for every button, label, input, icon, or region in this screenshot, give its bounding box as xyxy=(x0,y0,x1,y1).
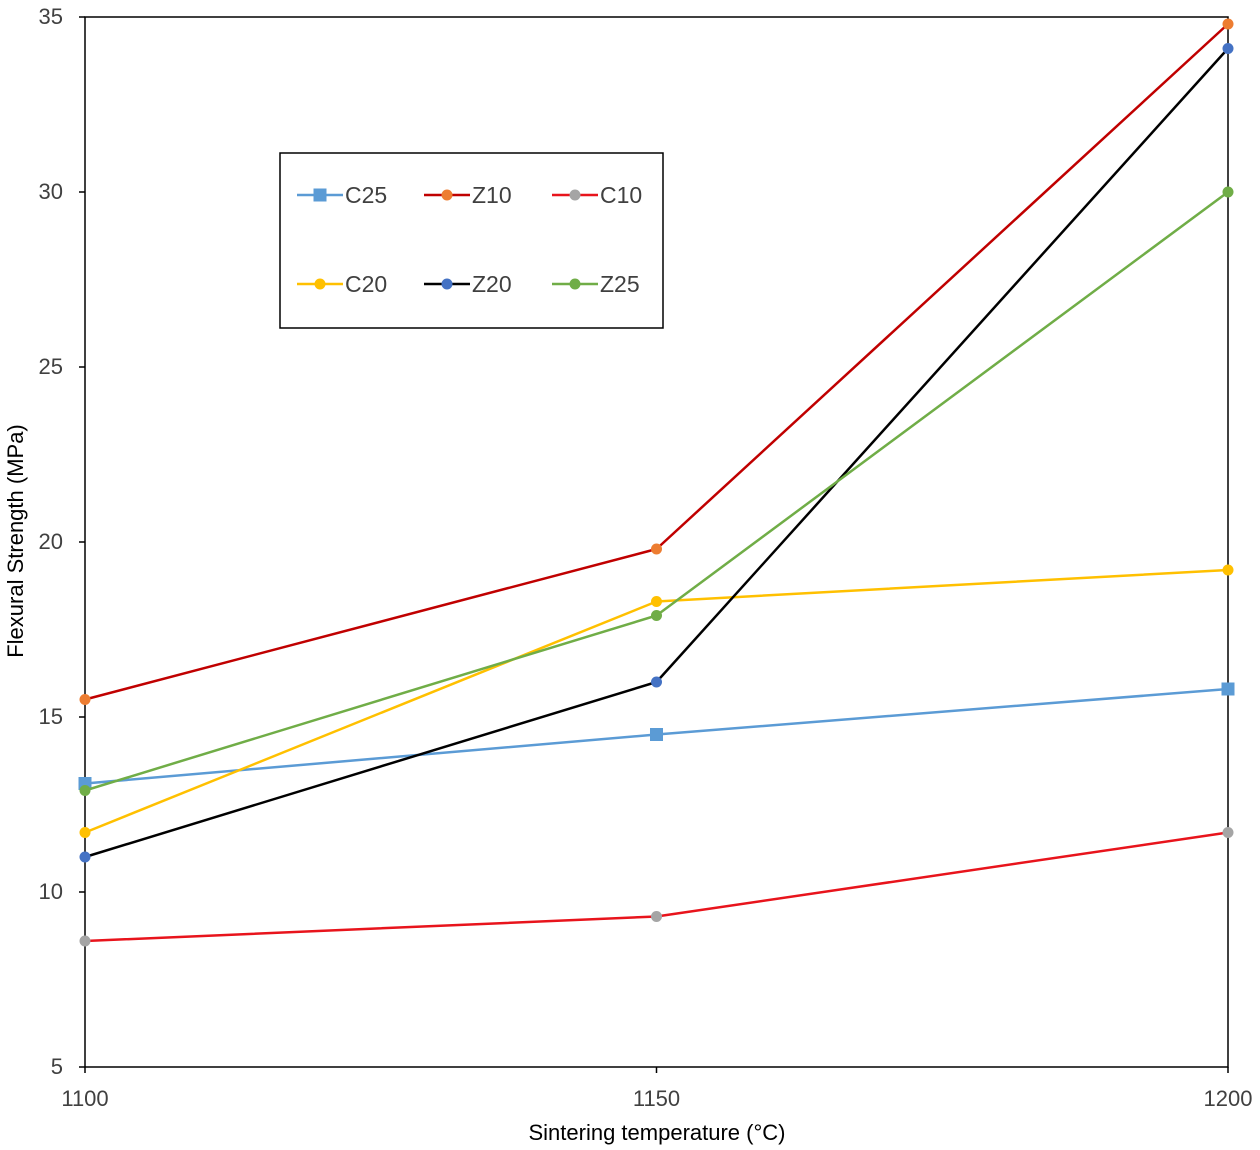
series-z10 xyxy=(79,18,1234,705)
data-point-z25 xyxy=(79,785,91,796)
series-c20 xyxy=(79,564,1234,838)
data-point-c10 xyxy=(1222,827,1234,838)
y-tick-label: 10 xyxy=(39,879,63,904)
data-point-z20 xyxy=(79,851,91,863)
data-point-z10 xyxy=(651,543,662,555)
legend-item-z20: Z20 xyxy=(424,271,512,297)
legend-item-z25: Z25 xyxy=(552,271,640,297)
y-tick-label: 30 xyxy=(39,179,63,204)
y-tick-label: 35 xyxy=(39,4,63,29)
series-z25 xyxy=(79,186,1234,796)
data-point-z10 xyxy=(1222,18,1234,30)
x-axis-title: Sintering temperature (°C) xyxy=(528,1120,785,1145)
legend-marker-c10 xyxy=(569,189,581,201)
data-point-z20 xyxy=(1222,43,1234,54)
y-tick-label: 5 xyxy=(51,1054,63,1079)
x-tick-label: 1150 xyxy=(633,1086,680,1111)
legend-marker-z10 xyxy=(441,189,453,201)
y-tick-label: 15 xyxy=(39,704,63,729)
series-c10 xyxy=(79,827,1234,947)
data-point-z10 xyxy=(79,694,91,705)
y-tick-label: 20 xyxy=(39,529,63,554)
x-tick-label: 1100 xyxy=(61,1086,108,1111)
legend-item-c25: C25 xyxy=(297,182,387,208)
legend-label-c20: C20 xyxy=(345,271,387,297)
legend-marker-c25 xyxy=(313,188,327,202)
series-layer xyxy=(78,18,1235,947)
legend-marker-c20 xyxy=(314,278,326,290)
legend-item-z10: Z10 xyxy=(424,182,512,208)
data-point-c20 xyxy=(1222,564,1234,576)
data-point-c25 xyxy=(1221,682,1235,696)
data-point-c10 xyxy=(79,935,91,947)
legend-marker-z25 xyxy=(569,278,581,290)
y-axis-ticks: 5 10 15 20 25 30 35 xyxy=(39,4,85,1079)
series-z20 xyxy=(79,43,1234,863)
data-point-c20 xyxy=(651,596,662,607)
legend-label-c10: C10 xyxy=(600,182,642,208)
legend-label-z10: Z10 xyxy=(472,182,512,208)
data-point-z20 xyxy=(651,676,662,688)
legend-marker-z20 xyxy=(441,278,453,290)
data-point-z25 xyxy=(1222,186,1234,198)
x-tick-label: 1200 xyxy=(1204,1086,1253,1111)
legend: C25 Z10 C10 C20 Z20 Z25 xyxy=(279,152,664,329)
data-point-c20 xyxy=(79,827,91,838)
legend-item-c10: C10 xyxy=(552,182,642,208)
data-point-z25 xyxy=(651,610,662,621)
legend-item-c20: C20 xyxy=(297,271,387,297)
legend-label-z20: Z20 xyxy=(472,271,512,297)
data-point-c10 xyxy=(651,911,662,922)
x-axis-ticks: 1100 1150 1200 xyxy=(61,1067,1252,1111)
legend-box xyxy=(279,152,664,329)
y-tick-label: 25 xyxy=(39,354,63,379)
legend-label-z25: Z25 xyxy=(600,271,640,297)
y-axis-title: Flexural Strength (MPa) xyxy=(3,424,28,658)
data-point-c25 xyxy=(650,728,663,741)
legend-label-c25: C25 xyxy=(345,182,387,208)
